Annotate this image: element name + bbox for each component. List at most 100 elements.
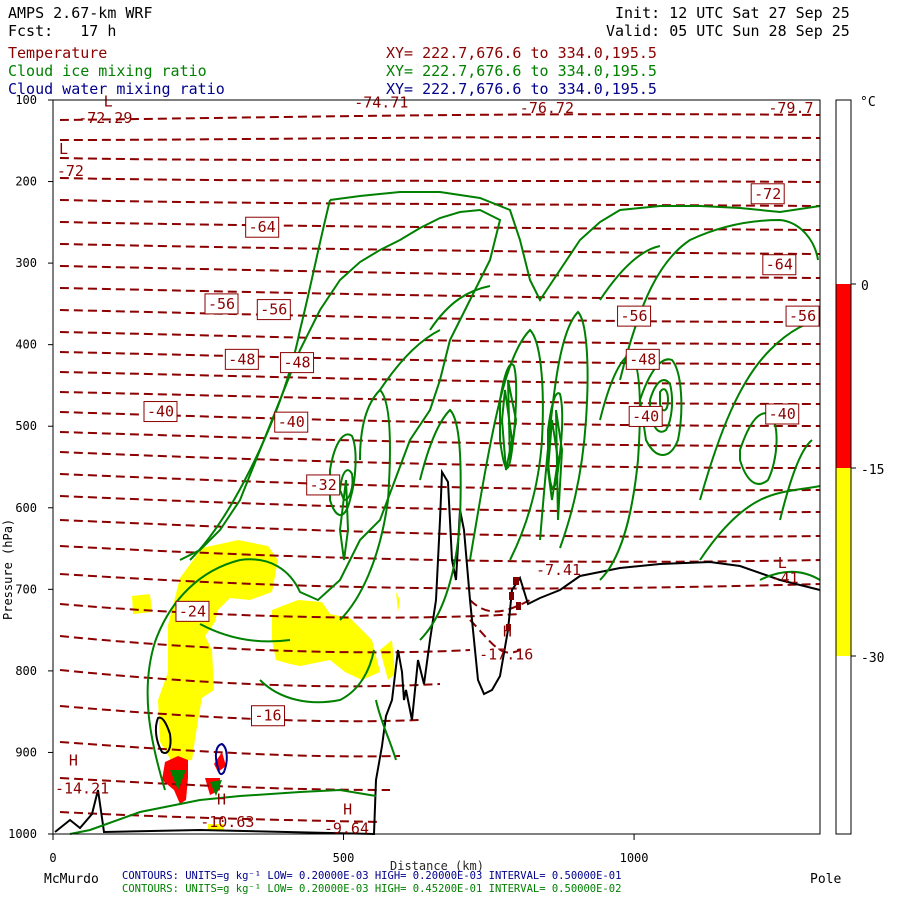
y-tick-label: 700 <box>15 582 37 596</box>
x-tick-label: 0 <box>49 851 56 865</box>
svg-text:-64: -64 <box>249 218 276 236</box>
dark-patches <box>154 716 172 754</box>
temperature-label: -48 <box>224 348 259 370</box>
colorbar: °C 0 -15 -30 <box>835 95 884 835</box>
x-axis-ticks: 0 500 1000 <box>49 834 649 865</box>
y-tick-label: 500 <box>15 419 37 433</box>
y-tick-label: 800 <box>15 664 37 678</box>
field-cloud-ice-xy: XY= 222.7,676.6 to 334.0,195.5 <box>386 62 657 80</box>
y-tick-label: 900 <box>15 745 37 759</box>
svg-text:-56: -56 <box>621 307 648 325</box>
svg-text:-7.41: -7.41 <box>536 561 581 579</box>
svg-text:-72: -72 <box>57 162 84 180</box>
temperature-label: -9.64 <box>324 819 369 837</box>
init-time: Init: 12 UTC Sat 27 Sep 25 <box>615 4 850 22</box>
colorbar-tick-15: -15 <box>861 463 884 478</box>
svg-text:-40: -40 <box>769 405 796 423</box>
temperature-label: -40 <box>143 401 178 423</box>
svg-text:-72.29: -72.29 <box>78 109 132 127</box>
field-cloud-ice: Cloud ice mixing ratio <box>8 62 207 80</box>
temperature-label: -56 <box>785 305 820 327</box>
extremum-marker: L <box>59 140 68 158</box>
model-title: AMPS 2.67-km WRF <box>8 4 153 22</box>
extremum-marker: H <box>503 623 512 641</box>
y-axis-label: Pressure (hPa) <box>1 519 15 620</box>
temperature-label: -48 <box>280 352 315 374</box>
svg-text:-48: -48 <box>228 350 255 368</box>
extremum-marker: H <box>69 752 78 770</box>
colorbar-tick-0: 0 <box>861 279 869 294</box>
svg-text:-64: -64 <box>766 256 793 274</box>
svg-text:-24: -24 <box>179 602 206 620</box>
temperature-label: -72 <box>750 183 785 205</box>
temperature-label: -24 <box>175 600 210 622</box>
green-patches <box>170 770 222 796</box>
y-tick-label: 300 <box>15 256 37 270</box>
valid-time: Valid: 05 UTC Sun 28 Sep 25 <box>606 22 850 40</box>
y-tick-label: 100 <box>15 93 37 107</box>
colorbar-red-band <box>836 284 851 468</box>
svg-text:-10.63: -10.63 <box>200 813 254 831</box>
temperature-label: -17.16 <box>479 646 533 664</box>
extremum-marker: L <box>104 93 113 111</box>
maroon-blocks <box>506 577 521 630</box>
temperature-label: -56 <box>204 293 239 315</box>
temperature-label: -10.63 <box>200 813 254 831</box>
svg-text:-40: -40 <box>632 407 659 425</box>
cloud-water-contours <box>214 742 228 776</box>
extremum-marker: H <box>217 791 226 809</box>
cloud-ice-contours <box>69 191 821 835</box>
field-cloud-water-xy: XY= 222.7,676.6 to 334.0,195.5 <box>386 80 657 98</box>
y-tick-label: 1000 <box>8 827 37 841</box>
colorbar-unit: °C <box>860 95 876 110</box>
svg-text:-48: -48 <box>629 350 656 368</box>
svg-text:-56: -56 <box>208 295 235 313</box>
x-tick-label: 500 <box>333 851 355 865</box>
contours-green-info: CONTOURS: UNITS=g kg⁻¹ LOW= 0.20000E-03 … <box>122 883 621 895</box>
temperature-label: -7.41 <box>536 561 581 579</box>
terrain-line <box>54 468 821 836</box>
svg-text:-41: -41 <box>772 569 799 587</box>
svg-text:-76.72: -76.72 <box>520 99 574 117</box>
colorbar-yellow-band <box>836 468 851 656</box>
svg-text:-56: -56 <box>789 307 816 325</box>
field-temperature-xy: XY= 222.7,676.6 to 334.0,195.5 <box>386 44 657 62</box>
svg-text:-16: -16 <box>254 707 281 725</box>
temperature-label: -76.72 <box>520 99 574 117</box>
svg-text:-32: -32 <box>310 476 337 494</box>
temperature-labels: -72.29 -74.71 -76.72 -79.7 -72 -64 -72 -64 -56 -5… <box>55 93 820 837</box>
svg-text:-14.21: -14.21 <box>55 779 109 797</box>
svg-text:-79.7: -79.7 <box>768 99 813 117</box>
y-tick-label: 600 <box>15 501 37 515</box>
temperature-label: -64 <box>245 216 280 238</box>
extrema-markers: L L L H H H H <box>59 93 787 819</box>
temperature-label: -72.29 <box>78 109 132 127</box>
svg-text:-9.64: -9.64 <box>324 819 369 837</box>
extremum-marker: L <box>778 554 787 572</box>
temperature-label: -41 <box>772 569 799 587</box>
left-station-label: McMurdo <box>44 872 99 887</box>
temperature-label: -64 <box>762 254 797 276</box>
field-cloud-water: Cloud water mixing ratio <box>8 80 225 98</box>
plot-frame <box>52 99 821 835</box>
temperature-label: -14.21 <box>55 779 109 797</box>
forecast-hour: Fcst: 17 h <box>8 22 117 40</box>
svg-text:-40: -40 <box>278 413 305 431</box>
svg-text:-17.16: -17.16 <box>479 646 533 664</box>
svg-text:-40: -40 <box>147 403 174 421</box>
svg-text:-48: -48 <box>283 354 310 372</box>
temperature-label: -40 <box>274 411 309 433</box>
temperature-label: -74.71 <box>354 93 408 111</box>
svg-text:-74.71: -74.71 <box>354 93 408 111</box>
x-axis-label: Distance (km) <box>390 859 484 873</box>
y-tick-label: 200 <box>15 175 37 189</box>
colorbar-tick-30: -30 <box>861 651 884 666</box>
y-tick-label: 400 <box>15 338 37 352</box>
temperature-label: -40 <box>628 405 663 427</box>
right-station-label: Pole <box>810 872 841 887</box>
y-axis-ticks: 100 200 300 400 500 600 700 800 900 1000 <box>8 93 53 841</box>
svg-text:-72: -72 <box>754 185 781 203</box>
temperature-label: -56 <box>617 305 652 327</box>
temperature-label: -56 <box>256 299 291 321</box>
